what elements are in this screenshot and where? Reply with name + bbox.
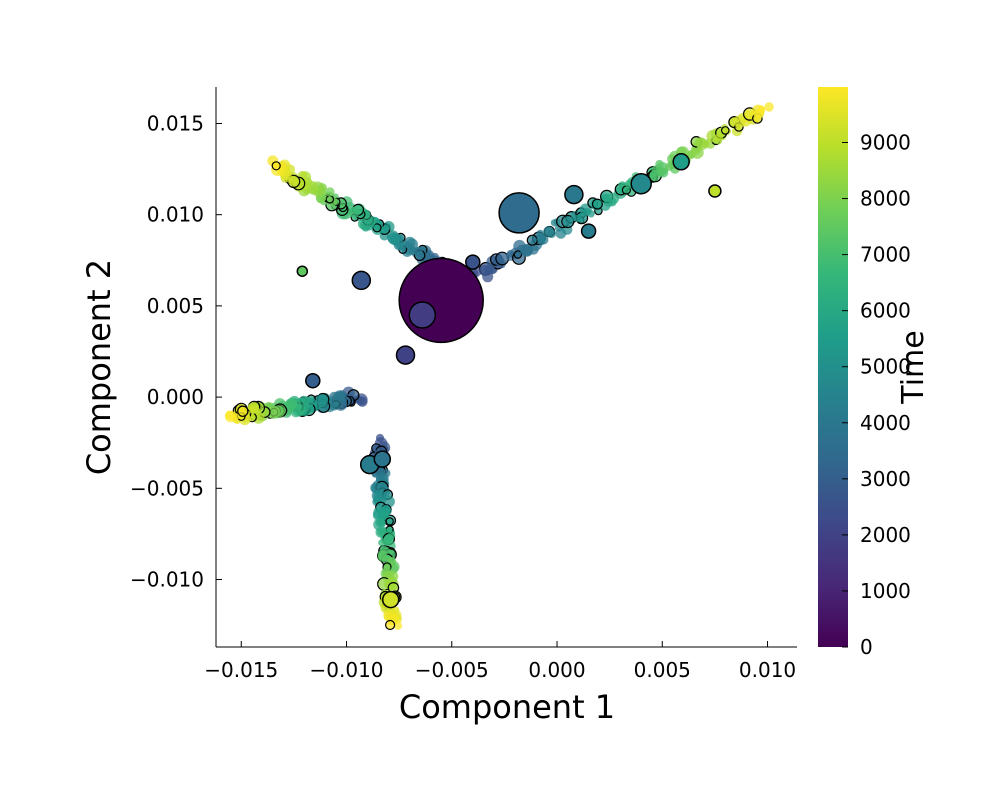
data-point: [720, 126, 730, 135]
y-tick-label: 0.010: [147, 203, 204, 227]
data-point: [701, 140, 710, 148]
highlight-point: [498, 192, 540, 234]
highlight-point: [564, 184, 584, 205]
data-point: [237, 405, 249, 417]
y-axis-ticks: −0.010 −0.005 0.000 0.005 0.010 0.015: [130, 111, 222, 592]
x-tick-label: −0.015: [204, 658, 278, 682]
x-tick-label: 0.000: [528, 658, 585, 682]
highlight-point: [351, 270, 372, 291]
x-tick-label: −0.005: [415, 658, 489, 682]
data-point: [325, 187, 335, 197]
colorbar-tick-label: 8000: [860, 187, 911, 211]
highlight-point: [305, 372, 321, 389]
colorbar-tick-label: 2000: [860, 523, 911, 547]
y-tick-label: 0.015: [147, 111, 204, 135]
highlight-point: [381, 590, 400, 609]
data-point: [561, 214, 575, 229]
data-points: [224, 102, 774, 631]
colorbar-tick-label: 1000: [860, 579, 911, 603]
highlight-point: [465, 254, 481, 270]
data-point: [350, 206, 358, 214]
colorbar-tick-label: 0: [860, 635, 873, 659]
data-point: [520, 243, 533, 257]
data-point: [526, 234, 538, 246]
highlight-point: [708, 184, 722, 198]
data-point: [383, 223, 391, 231]
colorbar: 0 1000 2000 3000 4000 5000 6000 7000 8000 9000 Ti…: [818, 87, 931, 659]
colorbar-ticks: 0 1000 2000 3000 4000 5000 6000 7000 8000 9000: [842, 130, 911, 659]
colorbar-tick-label: 9000: [860, 130, 911, 154]
axes: −0.015 −0.010 −0.005 0.000 0.005 0.010 −0.010…: [130, 87, 797, 682]
data-point: [385, 619, 396, 631]
y-tick-label: −0.010: [130, 568, 204, 592]
data-point: [657, 166, 667, 177]
highlight-point: [398, 257, 484, 344]
highlight-point: [395, 345, 416, 365]
highlight-point: [630, 172, 652, 195]
colorbar-tick-label: 3000: [860, 467, 911, 491]
data-point: [714, 133, 724, 142]
data-point: [655, 159, 664, 169]
highlight-point: [373, 450, 392, 468]
data-point: [583, 208, 591, 216]
data-point: [390, 234, 400, 244]
data-point: [249, 406, 257, 415]
highlight-point: [296, 265, 309, 277]
data-point: [288, 175, 298, 185]
data-point: [385, 517, 394, 526]
x-tick-label: −0.010: [310, 658, 384, 682]
highlight-point: [408, 301, 437, 329]
data-point: [607, 192, 620, 205]
data-point: [378, 539, 386, 547]
x-tick-label: 0.005: [634, 658, 691, 682]
data-point: [536, 233, 547, 243]
x-axis-ticks: −0.015 −0.010 −0.005 0.000 0.005 0.010: [204, 641, 796, 682]
data-point: [513, 250, 523, 259]
colorbar-tick-label: 4000: [860, 411, 911, 435]
data-point: [479, 265, 491, 277]
data-point: [267, 406, 280, 419]
data-point: [764, 102, 774, 112]
colorbar-title: Time: [896, 330, 931, 404]
y-axis-title: Component 2: [80, 259, 118, 475]
y-tick-label: −0.005: [130, 476, 204, 500]
x-tick-label: 0.010: [739, 658, 796, 682]
data-point: [757, 105, 766, 114]
data-point: [664, 162, 674, 171]
data-point: [377, 518, 386, 527]
data-point: [271, 161, 281, 171]
y-tick-label: 0.000: [147, 385, 204, 409]
data-point: [377, 552, 388, 562]
highlight-point: [580, 223, 597, 239]
highlight-point: [672, 153, 690, 171]
y-tick-label: 0.005: [147, 294, 204, 318]
data-point: [591, 198, 603, 210]
data-point: [224, 410, 237, 423]
data-point: [325, 195, 335, 204]
colorbar-tick-label: 6000: [860, 299, 911, 323]
data-point: [393, 621, 403, 630]
data-point: [574, 214, 583, 222]
data-point: [547, 229, 556, 239]
colorbar-tick-label: 7000: [860, 243, 911, 267]
colorbar-tick-label: 5000: [860, 355, 911, 379]
x-axis-title: Component 1: [399, 688, 615, 726]
